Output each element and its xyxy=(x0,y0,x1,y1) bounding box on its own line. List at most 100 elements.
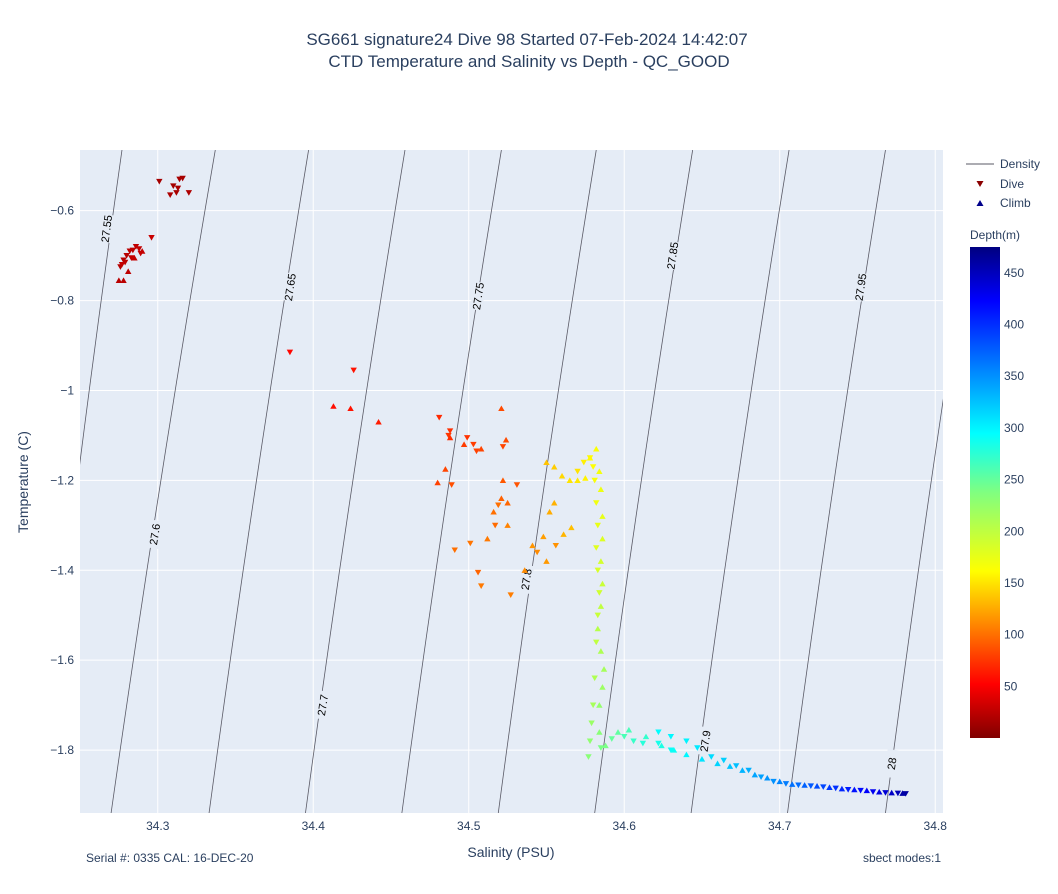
climb-point xyxy=(851,786,858,793)
dive-point xyxy=(513,482,521,488)
climb-point xyxy=(597,558,605,564)
dive-point xyxy=(807,783,815,790)
legend[interactable]: Density Dive Climb xyxy=(966,157,1040,210)
x-tick-label: 34.4 xyxy=(302,819,326,833)
dive-point xyxy=(174,185,182,192)
climb-point xyxy=(446,434,454,441)
climb-point xyxy=(551,463,558,470)
dive-point xyxy=(593,545,600,551)
climb-point xyxy=(120,277,127,283)
dive-point xyxy=(173,190,180,196)
density-contour-line xyxy=(110,150,216,813)
climb-point xyxy=(434,479,441,486)
climb-point xyxy=(863,787,871,794)
plot-area xyxy=(80,150,943,813)
climb-point xyxy=(499,477,507,483)
dive-point xyxy=(491,522,499,529)
dive-point xyxy=(350,367,357,374)
colorbar-gradient xyxy=(970,247,1000,738)
dive-point xyxy=(745,767,752,774)
climb-point xyxy=(764,774,771,781)
density-contour-labels: 27.55 27.6 27.65 27.7 27.75 27.8 27.85 27.9 27.9… xyxy=(98,214,900,779)
dive-point xyxy=(286,349,294,356)
colorbar-title: Depth(m) xyxy=(970,228,1020,242)
density-contour-line xyxy=(80,150,123,466)
climb-point xyxy=(599,684,606,690)
density-contour-label: 27.8 xyxy=(520,568,535,591)
density-label-bg xyxy=(98,214,115,244)
legend-dive-label: Dive xyxy=(1000,177,1024,191)
dive-point xyxy=(129,247,137,254)
climb-point xyxy=(602,742,609,749)
dive-point xyxy=(451,547,458,554)
dive-point xyxy=(128,255,135,261)
climb-point xyxy=(788,781,796,787)
dive-point xyxy=(446,428,454,434)
colorbar-tick-label: 300 xyxy=(1004,421,1024,435)
dive-point xyxy=(757,774,765,781)
climb-point xyxy=(751,771,759,778)
dive-point xyxy=(621,733,628,740)
dive-point xyxy=(594,612,601,619)
x-tick-labels: 34.3 34.4 34.5 34.6 34.7 34.8 xyxy=(146,819,947,833)
climb-point xyxy=(586,454,594,461)
dive-point xyxy=(507,592,514,598)
dive-point xyxy=(591,477,598,484)
dive-point xyxy=(683,738,690,745)
dive-point xyxy=(467,540,474,547)
dive-point xyxy=(574,468,581,475)
dive-point xyxy=(474,569,482,576)
climb-point xyxy=(543,558,550,564)
climb-point xyxy=(838,785,846,792)
footer-serial-cal: Serial #: 0335 CAL: 16-DEC-20 xyxy=(86,851,254,865)
dive-point xyxy=(655,740,662,747)
dive-point xyxy=(732,763,740,769)
density-label-bg xyxy=(697,726,714,756)
dive-point xyxy=(580,459,588,466)
climb-point xyxy=(596,729,603,735)
climb-point xyxy=(714,760,721,767)
density-contour-label: 27.6 xyxy=(148,523,163,546)
dive-point xyxy=(594,522,601,529)
dive-point xyxy=(170,183,177,189)
density-label-bg xyxy=(281,272,298,302)
density-contour-line xyxy=(787,150,886,813)
climb-point xyxy=(642,733,650,740)
dive-point xyxy=(445,432,452,439)
dive-point xyxy=(857,787,864,794)
colorbar-tick-label: 350 xyxy=(1004,369,1024,383)
colorbar-tick-label: 150 xyxy=(1004,576,1024,590)
dive-point xyxy=(655,729,662,736)
climb-point xyxy=(593,445,600,452)
legend-item-dive[interactable]: Dive xyxy=(976,177,1025,191)
dive-point xyxy=(770,778,777,785)
dive-point xyxy=(694,745,701,751)
climb-point xyxy=(460,441,468,448)
dive-point xyxy=(608,736,615,742)
dive-point xyxy=(591,675,598,682)
legend-dive-swatch xyxy=(976,181,984,187)
dive-point xyxy=(123,253,130,259)
legend-item-climb[interactable]: Climb xyxy=(976,196,1031,210)
climb-point xyxy=(596,468,603,474)
climb-point xyxy=(614,729,622,735)
climb-point xyxy=(568,524,575,531)
climb-point xyxy=(498,495,505,501)
dive-point xyxy=(586,738,594,745)
climb-point xyxy=(347,405,354,412)
climb-point xyxy=(131,254,138,261)
dive-point xyxy=(132,244,140,250)
depth-colorbar: Depth(m) 50 100 150 200 250 300 350 400 450 xyxy=(970,228,1024,738)
density-contour-label: 28 xyxy=(886,757,900,771)
climb-point xyxy=(726,763,734,769)
density-contour-label: 27.7 xyxy=(316,694,331,717)
dive-point xyxy=(533,549,541,556)
legend-item-density[interactable]: Density xyxy=(966,157,1040,171)
colorbar-tick-label: 100 xyxy=(1004,628,1024,642)
climb-point xyxy=(502,436,510,443)
dive-point xyxy=(820,784,827,790)
dive-point xyxy=(593,639,600,646)
climb-point xyxy=(529,542,536,549)
climb-point xyxy=(504,522,511,528)
density-contour-line xyxy=(305,150,406,813)
